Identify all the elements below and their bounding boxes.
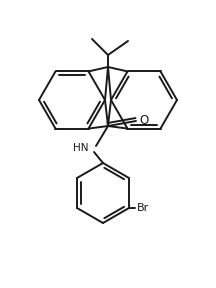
Text: Br: Br: [137, 203, 149, 213]
Text: O: O: [139, 113, 148, 126]
Text: HN: HN: [73, 143, 88, 153]
